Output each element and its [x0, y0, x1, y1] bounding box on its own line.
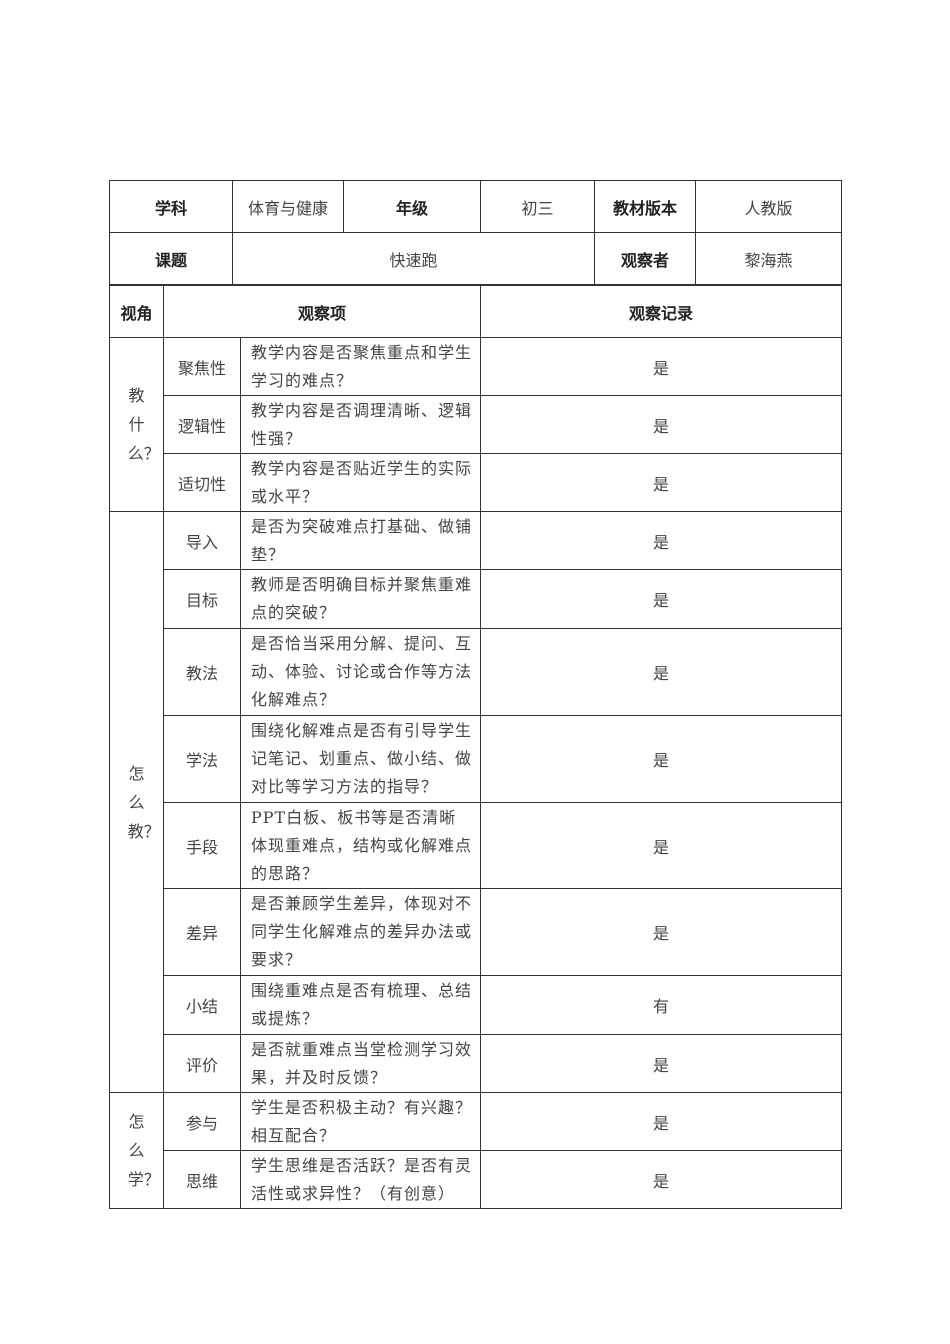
item-cell: 适切性 — [163, 453, 241, 512]
item-cell: 逻辑性 — [163, 395, 241, 454]
item-header: 观察项 — [162, 285, 482, 338]
record-cell: 是 — [480, 337, 843, 396]
record-cell: 是 — [480, 1150, 843, 1209]
perspective-cell: 怎么学？ — [109, 1092, 164, 1209]
edition-label: 教材版本 — [594, 180, 696, 233]
question-cell: 是否兼顾学生差异，体现对不同学生化解难点的差异办法或要求？ — [239, 888, 482, 976]
question-cell: 是否恰当采用分解、提问、互动、体验、讨论或合作等方法化解难点？ — [239, 628, 482, 716]
item-cell: 教法 — [163, 628, 241, 716]
record-cell: 是 — [480, 395, 843, 454]
record-cell: 是 — [480, 715, 843, 803]
item-cell: 学法 — [163, 715, 241, 803]
item-cell: 参与 — [163, 1092, 241, 1151]
table-row: 手段 PPT白板、板书等是否清晰体现重难点，结构或化解难点的思路？是 — [110, 802, 843, 889]
perspective-label: 怎么教？ — [127, 763, 160, 841]
item-cell: 思维 — [163, 1150, 241, 1209]
table-row: 差异 是否兼顾学生差异，体现对不同学生化解难点的差异办法或要求？是 — [110, 888, 843, 976]
perspective-label: 教什么？ — [127, 386, 160, 463]
observer-value: 黎海燕 — [695, 232, 842, 285]
question-cell: 教学内容是否聚焦重点和学生学习的难点？ — [239, 337, 482, 396]
observer-label: 观察者 — [594, 232, 696, 285]
topic-label: 课题 — [109, 232, 233, 285]
question-cell: 教学内容是否贴近学生的实际或水平？ — [239, 453, 482, 512]
info-table: 学科 体育与健康 年级 初三 教材版本 人教版 课题 快速跑 观察者 黎海燕 — [109, 180, 842, 285]
item-cell: 手段 — [163, 802, 241, 889]
question-cell: PPT白板、板书等是否清晰体现重难点，结构或化解难点的思路？ — [239, 802, 482, 889]
question-cell: 是否为突破难点打基础、做铺垫？ — [239, 511, 482, 570]
observation-table: 视角 观察项 观察记录 教什么？ 聚焦性 教学内容是否聚焦重点和学生学习的难点？是逻… — [109, 285, 843, 1209]
question-cell: 围绕重难点是否有梳理、总结或提炼？ — [239, 975, 482, 1035]
question-cell: 教师是否明确目标并聚焦重难点的突破？ — [239, 569, 482, 629]
record-header: 观察记录 — [480, 285, 843, 338]
question-cell: 是否就重难点当堂检测学习效果，并及时反馈？ — [239, 1034, 482, 1093]
table-row: 逻辑性 教学内容是否调理清晰、逻辑性强？是 — [110, 395, 843, 454]
subject-value: 体育与健康 — [232, 180, 344, 233]
record-cell: 是 — [480, 511, 843, 570]
table-row: 小结 围绕重难点是否有梳理、总结或提炼？有 — [110, 975, 843, 1035]
table-row: 怎么学？ 参与 学生是否积极主动？有兴趣？相互配合？是 — [109, 1092, 843, 1209]
record-cell: 是 — [480, 453, 843, 512]
grade-value: 初三 — [480, 180, 595, 233]
item-cell: 差异 — [163, 888, 241, 976]
record-cell: 是 — [480, 802, 843, 889]
table-row: 思维 学生思维是否活跃？是否有灵活性或求异性？（有创意）是 — [110, 1150, 843, 1209]
record-cell: 是 — [480, 888, 843, 976]
table-row: 目标 教师是否明确目标并聚焦重难点的突破？是 — [110, 569, 843, 629]
column-header-row: 视角 观察项 观察记录 — [109, 285, 843, 338]
info-row: 课题 快速跑 观察者 黎海燕 — [109, 232, 842, 285]
item-cell: 导入 — [163, 511, 241, 570]
perspective-cell: 教什么？ — [109, 337, 164, 512]
topic-value: 快速跑 — [232, 232, 595, 285]
table-row: 适切性 教学内容是否贴近学生的实际或水平？是 — [110, 453, 843, 512]
table-row: 怎么教？ 导入 是否为突破难点打基础、做铺垫？是 — [109, 511, 843, 1093]
table-row: 评价 是否就重难点当堂检测学习效果，并及时反馈？是 — [110, 1034, 843, 1093]
subject-label: 学科 — [109, 180, 233, 233]
perspective-label: 怎么学？ — [127, 1112, 160, 1189]
item-cell: 评价 — [163, 1034, 241, 1093]
question-cell: 学生是否积极主动？有兴趣？相互配合？ — [239, 1092, 482, 1151]
perspective-header: 视角 — [109, 285, 164, 338]
record-cell: 是 — [480, 569, 843, 629]
record-cell: 是 — [480, 1034, 843, 1093]
info-row: 学科 体育与健康 年级 初三 教材版本 人教版 — [109, 180, 842, 233]
question-cell: 学生思维是否活跃？是否有灵活性或求异性？（有创意） — [239, 1150, 482, 1209]
table-row: 教法 是否恰当采用分解、提问、互动、体验、讨论或合作等方法化解难点？是 — [110, 628, 843, 716]
record-cell: 是 — [480, 628, 843, 716]
question-cell: 围绕化解难点是否有引导学生记笔记、划重点、做小结、做对比等学习方法的指导？ — [239, 715, 482, 803]
table-row: 教什么？ 聚焦性 教学内容是否聚焦重点和学生学习的难点？是 — [109, 337, 843, 512]
perspective-cell: 怎么教？ — [109, 511, 164, 1093]
question-cell: 教学内容是否调理清晰、逻辑性强？ — [239, 395, 482, 454]
item-cell: 目标 — [163, 569, 241, 629]
grade-label: 年级 — [343, 180, 481, 233]
record-cell: 是 — [480, 1092, 843, 1151]
item-cell: 小结 — [163, 975, 241, 1035]
item-cell: 聚焦性 — [163, 337, 241, 396]
edition-value: 人教版 — [695, 180, 842, 233]
table-row: 学法 围绕化解难点是否有引导学生记笔记、划重点、做小结、做对比等学习方法的指导？是 — [110, 715, 843, 803]
record-cell: 有 — [480, 975, 843, 1035]
